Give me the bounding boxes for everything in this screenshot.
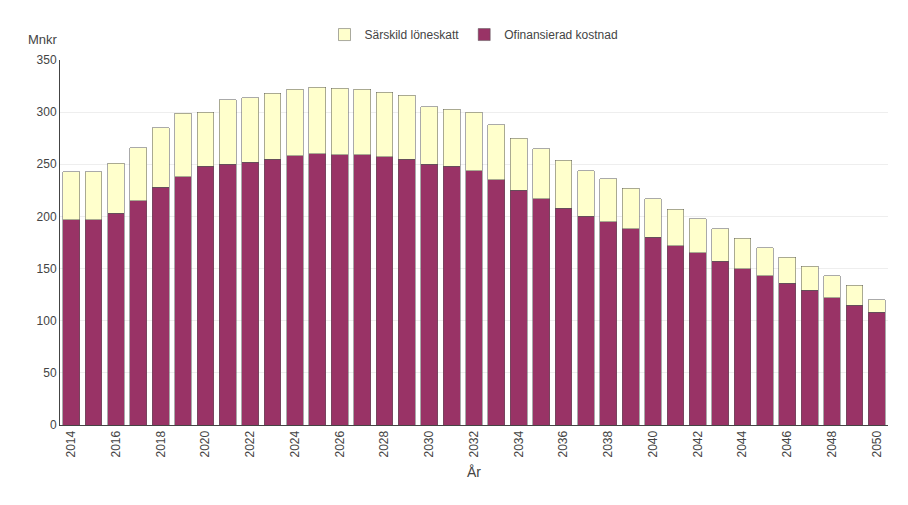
svg-text:100: 100 [37, 314, 57, 328]
svg-text:50: 50 [43, 366, 57, 380]
svg-text:2028: 2028 [377, 430, 391, 457]
svg-text:Särskild löneskatt: Särskild löneskatt [365, 28, 460, 42]
svg-text:150: 150 [37, 262, 57, 276]
svg-text:300: 300 [37, 105, 57, 119]
svg-text:2014: 2014 [64, 430, 78, 457]
svg-text:2048: 2048 [825, 430, 839, 457]
svg-text:2022: 2022 [243, 430, 257, 457]
svg-text:2016: 2016 [109, 430, 123, 457]
svg-text:Mnkr: Mnkr [28, 32, 58, 47]
svg-text:2032: 2032 [467, 430, 481, 457]
svg-text:2024: 2024 [288, 430, 302, 457]
svg-text:2036: 2036 [556, 430, 570, 457]
svg-text:2040: 2040 [646, 430, 660, 457]
svg-text:2018: 2018 [154, 430, 168, 457]
svg-text:2046: 2046 [780, 430, 794, 457]
svg-text:2034: 2034 [512, 430, 526, 457]
svg-text:2044: 2044 [735, 430, 749, 457]
svg-text:2026: 2026 [333, 430, 347, 457]
svg-text:250: 250 [37, 157, 57, 171]
svg-text:200: 200 [37, 210, 57, 224]
svg-text:0: 0 [50, 418, 57, 432]
svg-text:2042: 2042 [691, 430, 705, 457]
svg-text:2020: 2020 [198, 430, 212, 457]
svg-text:2030: 2030 [422, 430, 436, 457]
svg-text:Ofinansierad kostnad: Ofinansierad kostnad [504, 28, 617, 42]
svg-text:2050: 2050 [870, 430, 884, 457]
svg-text:År: År [467, 464, 481, 480]
svg-text:2038: 2038 [601, 430, 615, 457]
svg-text:350: 350 [37, 53, 57, 67]
